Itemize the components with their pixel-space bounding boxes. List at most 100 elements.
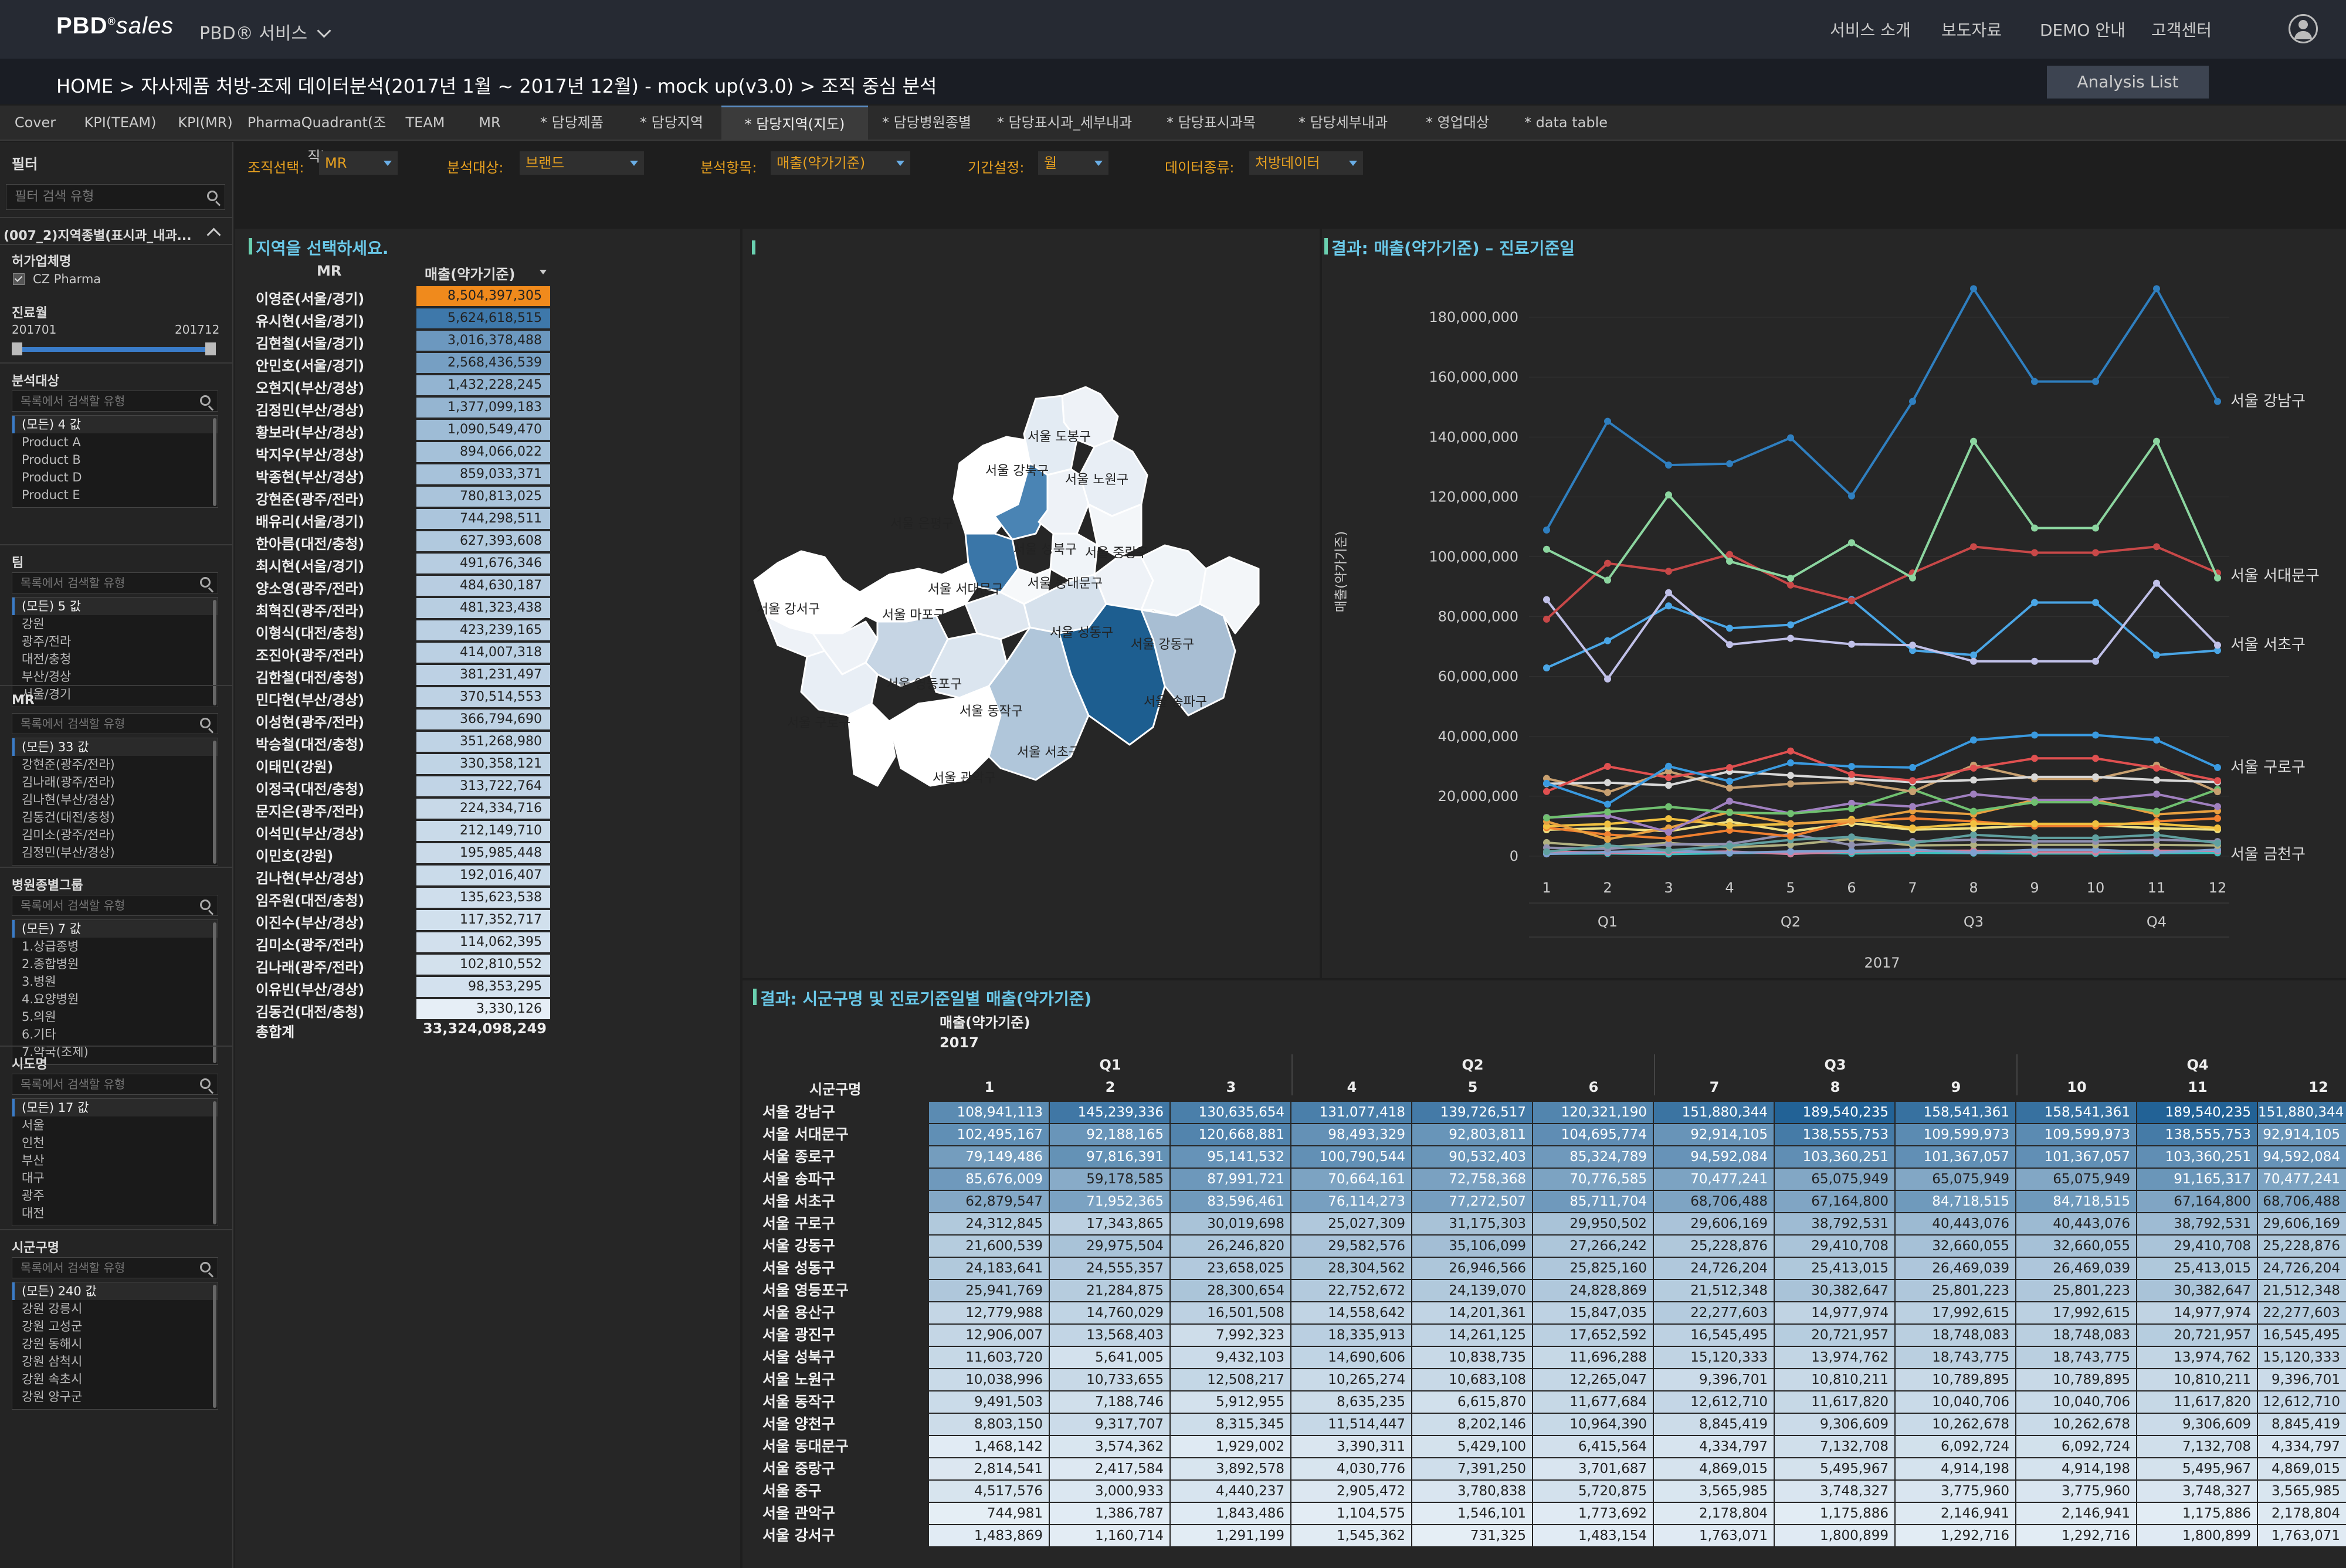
data-point[interactable]: [2214, 647, 2221, 654]
series-line[interactable]: [1546, 598, 2218, 669]
data-point[interactable]: [1726, 763, 1733, 771]
table-row-label[interactable]: 서울 중구: [762, 1482, 822, 1499]
chevron-up-icon[interactable]: [206, 228, 221, 242]
series-line[interactable]: [1546, 439, 2219, 582]
data-point[interactable]: [1848, 763, 1855, 771]
data-point[interactable]: [2031, 820, 2038, 827]
table-row[interactable]: 이성현(광주/전라) 366,794,690: [246, 708, 551, 731]
data-point[interactable]: [2214, 803, 2221, 810]
data-point[interactable]: [1726, 822, 1733, 829]
table-row[interactable]: 황보라(부산/경상) 1,090,549,470: [246, 419, 551, 441]
map-district-label[interactable]: 서울 강동구: [1131, 637, 1194, 652]
table-row[interactable]: 김현철(서울/경기) 3,016,378,488: [246, 330, 551, 352]
data-point[interactable]: [2153, 285, 2160, 293]
list-item[interactable]: 부산: [22, 1153, 45, 1167]
sort-icon[interactable]: [540, 270, 547, 274]
data-point[interactable]: [1665, 815, 1672, 823]
line-chart[interactable]: 0 20,000,000 40,000,000 60,000,000 80,000,00…: [1322, 252, 2346, 979]
scrollbar[interactable]: [213, 1285, 216, 1408]
data-point[interactable]: [1909, 647, 1916, 654]
data-point[interactable]: [1909, 398, 1916, 405]
data-point[interactable]: [1787, 575, 1794, 582]
data-point[interactable]: [1665, 568, 1672, 575]
slider-handle-start[interactable]: [12, 342, 22, 355]
list-item[interactable]: 7.약국(조제): [22, 1045, 89, 1059]
table-row[interactable]: 김나현(부산/경상) 192,016,407: [246, 864, 551, 887]
data-point[interactable]: [1787, 772, 1794, 779]
table-row-label[interactable]: 서울 서대문구: [762, 1126, 849, 1143]
data-point[interactable]: [1726, 842, 1733, 850]
analysis-list-button[interactable]: Analysis List: [2047, 66, 2209, 99]
tab-6[interactable]: * 담당제품: [540, 114, 604, 131]
data-point[interactable]: [1665, 762, 1672, 770]
list-item[interactable]: 서울: [22, 1118, 45, 1132]
list-item[interactable]: 대전: [22, 1206, 45, 1220]
section-search-0[interactable]: 목록에서 검색할 유형: [12, 391, 218, 412]
map-district-label[interactable]: 서울 강북구: [985, 464, 1049, 478]
data-point[interactable]: [2092, 846, 2099, 854]
map-district-songpa[interactable]: [1140, 603, 1236, 717]
tab-13[interactable]: * 영업대상: [1426, 114, 1489, 131]
list-item[interactable]: 광주/전라: [22, 634, 72, 649]
data-point[interactable]: [1726, 641, 1733, 649]
data-point[interactable]: [1604, 559, 1611, 567]
table-row-label[interactable]: 서울 광진구: [762, 1326, 835, 1343]
list-item[interactable]: 강원: [22, 617, 45, 631]
data-point[interactable]: [2092, 549, 2099, 556]
search-icon[interactable]: [200, 900, 211, 910]
table-row[interactable]: 최시현(서울/경기) 491,676,346: [246, 552, 551, 575]
data-point[interactable]: [1604, 637, 1611, 644]
data-point[interactable]: [1970, 836, 1977, 843]
data-point[interactable]: [1848, 799, 1855, 807]
data-point[interactable]: [1909, 788, 1916, 796]
tab-14[interactable]: * data table: [1524, 114, 1608, 131]
map-district-label[interactable]: 서울 은평구: [890, 517, 954, 531]
data-point[interactable]: [1726, 558, 1733, 565]
list-item[interactable]: 강원 속초시: [22, 1372, 83, 1386]
map-district-yeongdeungpo[interactable]: [865, 615, 949, 687]
series-line[interactable]: [1545, 545, 2218, 620]
data-point[interactable]: [1726, 460, 1733, 467]
data-point[interactable]: [1604, 800, 1611, 808]
data-point[interactable]: [1543, 526, 1550, 534]
measure-select[interactable]: 매출(약가기준): [771, 151, 910, 175]
list-item[interactable]: 강현준(광주/전라): [22, 758, 115, 772]
data-point[interactable]: [1543, 596, 1550, 603]
map-district-label[interactable]: 서울 강서구: [757, 602, 820, 617]
list-item[interactable]: 강원 고성군: [22, 1319, 83, 1333]
table-row[interactable]: 이영준(서울/경기) 8,504,397,305: [246, 285, 551, 307]
table-row[interactable]: 이진수(부산/경상) 117,352,717: [246, 909, 551, 931]
data-point[interactable]: [1543, 788, 1550, 795]
list-item[interactable]: 대구: [22, 1171, 45, 1185]
list-item[interactable]: (모든) 5 값: [12, 598, 218, 615]
data-point[interactable]: [1848, 640, 1855, 648]
data-point[interactable]: [1604, 808, 1611, 816]
tab-4[interactable]: TEAM: [405, 114, 445, 131]
sales-col-header[interactable]: 매출(약가기준): [425, 266, 516, 283]
data-point[interactable]: [1970, 657, 1977, 665]
tab-2[interactable]: KPI(MR): [178, 114, 233, 131]
list-item[interactable]: 4.요양병원: [22, 992, 79, 1006]
map-district-label[interactable]: 서울 노원구: [1065, 473, 1128, 487]
section-search-5[interactable]: 목록에서 검색할 유형: [12, 1257, 218, 1278]
table-row-label[interactable]: 서울 중랑구: [762, 1460, 835, 1477]
data-point[interactable]: [1543, 779, 1550, 787]
data-point[interactable]: [1848, 817, 1855, 825]
data-point[interactable]: [1970, 776, 1977, 784]
series-line[interactable]: [1545, 286, 2219, 531]
data-point[interactable]: [2031, 731, 2038, 739]
tab-10[interactable]: * 담당표시과_세부내과: [996, 114, 1133, 131]
data-point[interactable]: [1909, 574, 1916, 582]
data-point[interactable]: [2092, 731, 2099, 739]
data-point[interactable]: [1665, 589, 1672, 596]
data-point[interactable]: [1726, 551, 1733, 558]
search-icon[interactable]: [200, 577, 211, 588]
data-point[interactable]: [1787, 820, 1794, 827]
permit-checkbox[interactable]: [13, 273, 25, 285]
data-point[interactable]: [1848, 833, 1855, 841]
table-row[interactable]: 배유리(서울/경기) 744,298,511: [246, 508, 551, 530]
table-row-label[interactable]: 서울 송파구: [762, 1170, 835, 1187]
data-point[interactable]: [2031, 773, 2038, 780]
search-icon[interactable]: [200, 1262, 211, 1272]
data-point[interactable]: [1848, 539, 1855, 547]
